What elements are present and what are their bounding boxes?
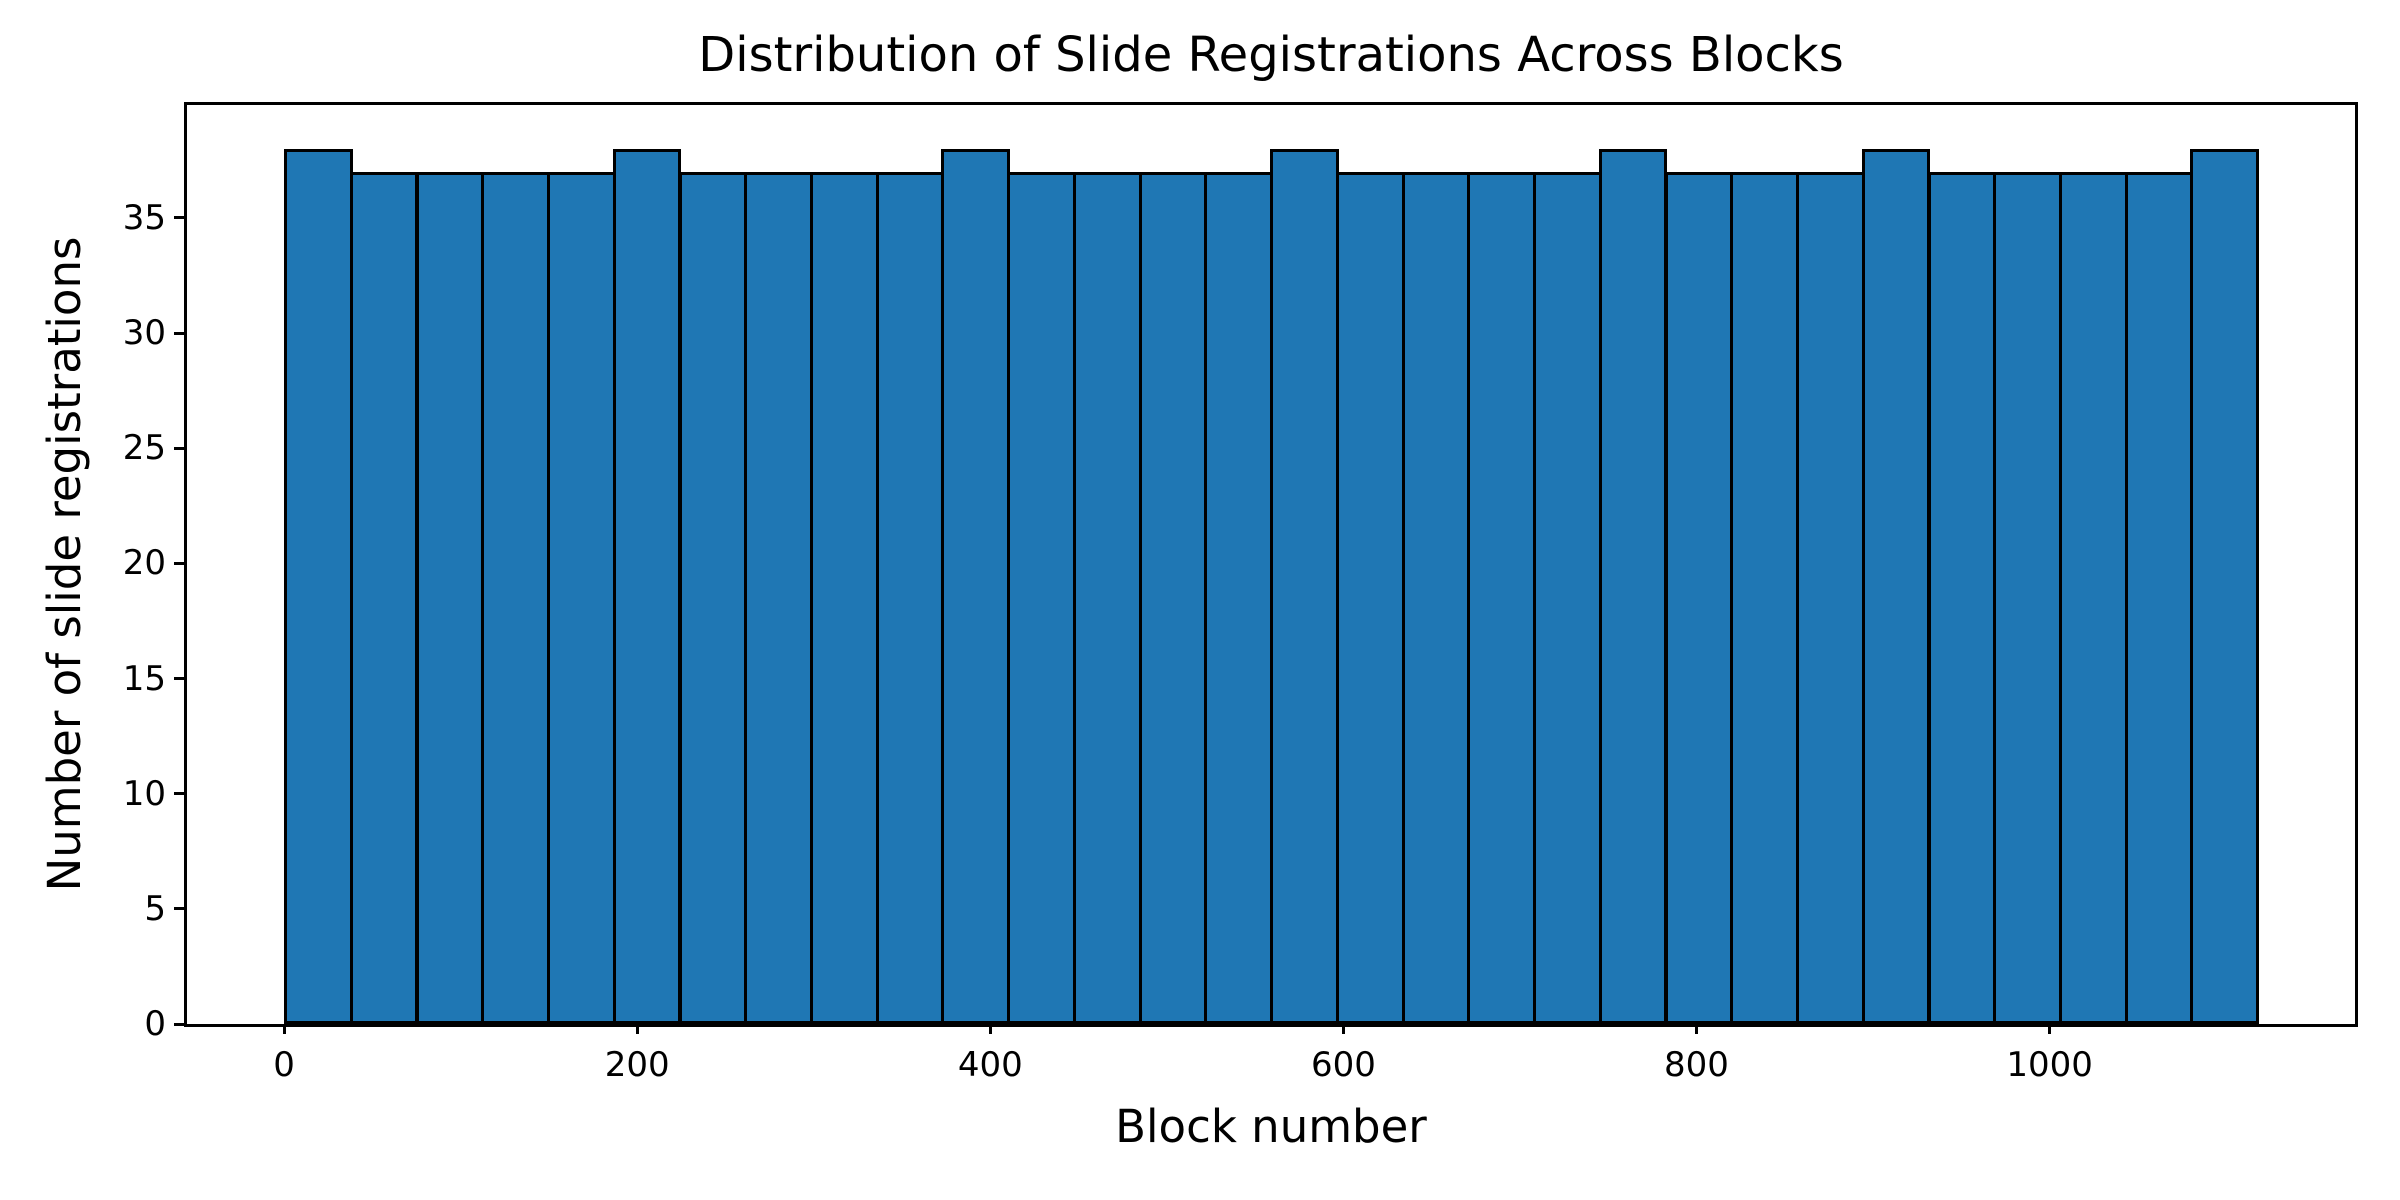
x-tick-mark [635, 1024, 639, 1034]
histogram-bar [2190, 148, 2260, 1024]
histogram-bar [1861, 148, 1931, 1024]
x-tick-label: 1000 [2006, 1045, 2093, 1085]
x-tick-mark [988, 1024, 992, 1034]
y-tick-label: 35 [122, 197, 166, 238]
chart-title: Distribution of Slide Registrations Acro… [698, 27, 1844, 83]
x-tick-label: 200 [604, 1045, 670, 1085]
histogram-bar [810, 171, 879, 1024]
histogram-bar [481, 171, 550, 1024]
histogram-bar [612, 148, 682, 1024]
x-tick-mark [1341, 1024, 1345, 1034]
x-tick-label: 0 [273, 1045, 295, 1085]
histogram-bar [1467, 171, 1536, 1024]
y-tick-mark [174, 446, 184, 450]
histogram-bar [1993, 171, 2062, 1024]
y-tick-label: 30 [122, 313, 166, 353]
histogram-bar [1270, 148, 1339, 1024]
histogram-bar [1138, 171, 1208, 1024]
histogram-bar [1401, 171, 1471, 1024]
y-tick-label: 0 [144, 1004, 166, 1044]
histogram-bar [941, 148, 1011, 1024]
y-tick-mark [174, 792, 184, 796]
y-tick-label: 10 [122, 773, 166, 814]
histogram-bar [2058, 171, 2128, 1024]
x-tick-label: 600 [1310, 1045, 1376, 1085]
histogram-bar [1796, 171, 1865, 1024]
y-tick-mark [174, 561, 184, 565]
x-axis-label: Block number [1115, 1100, 1427, 1153]
histogram-bar [1927, 171, 1997, 1024]
x-tick-mark [282, 1024, 286, 1034]
y-tick-label: 25 [122, 428, 166, 469]
histogram-bar [678, 171, 748, 1024]
histogram-bar [415, 171, 485, 1024]
histogram-bar [1072, 171, 1142, 1024]
y-tick-mark [174, 1022, 184, 1026]
y-tick-mark [174, 677, 184, 680]
histogram-bar [875, 171, 945, 1024]
bars-layer [187, 105, 2355, 1024]
y-tick-label: 20 [122, 543, 166, 584]
y-tick-mark [174, 907, 184, 911]
histogram-bar [1730, 171, 1799, 1024]
y-tick-label: 5 [144, 888, 166, 929]
y-tick-mark [174, 216, 184, 220]
histogram-bar [284, 148, 353, 1024]
x-tick-label: 800 [1664, 1045, 1729, 1085]
histogram-bar [1664, 171, 1734, 1024]
histogram-bar [1598, 148, 1668, 1024]
plot-area [184, 102, 2358, 1027]
histogram-bar [1335, 171, 1405, 1024]
histogram-bar [1204, 171, 1274, 1024]
x-tick-mark [1695, 1024, 1698, 1034]
x-tick-label: 400 [957, 1045, 1023, 1085]
histogram-bar [1007, 171, 1076, 1024]
x-tick-mark [2048, 1024, 2052, 1034]
histogram-bar [547, 171, 616, 1024]
histogram-bar [2124, 171, 2194, 1024]
y-tick-label: 15 [122, 658, 166, 699]
histogram-bar [1533, 171, 1602, 1024]
y-tick-mark [174, 331, 184, 335]
histogram-bar [349, 171, 419, 1024]
histogram-bar [744, 171, 813, 1024]
